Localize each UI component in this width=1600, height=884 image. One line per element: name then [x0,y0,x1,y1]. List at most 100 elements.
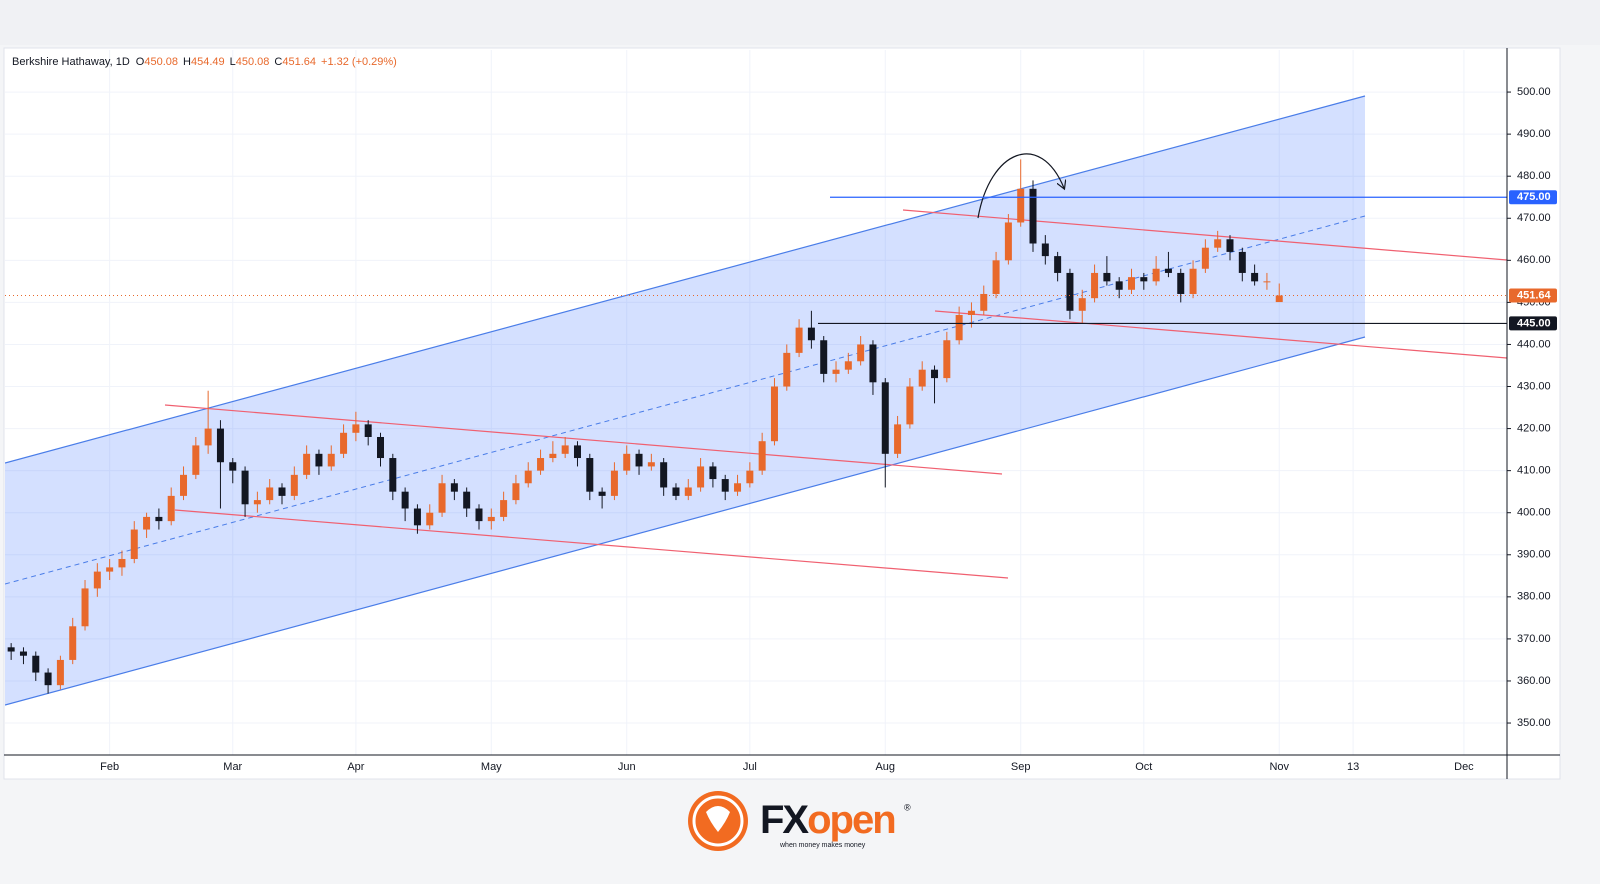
candle-body [1066,272,1074,311]
candle-body [1251,272,1259,282]
candle-body [1189,268,1197,294]
candle-body [610,470,618,496]
candle-body [426,512,434,526]
y-tick-label: 400.00 [1517,507,1551,519]
candle-body [180,474,188,496]
candle-body [1177,272,1185,294]
candle-body [881,382,889,454]
x-tick-label: Apr [347,761,364,773]
l-label: L [230,56,236,68]
last-price-box [1509,288,1557,303]
candle-body [192,445,200,475]
candle-body [241,470,249,505]
x-tick-label: May [481,761,502,773]
candle-body [955,315,963,341]
candle-body [795,327,803,353]
candle-body [1152,268,1160,282]
candle-body [918,369,926,387]
logo-bull [706,806,730,832]
x-tick-label: Oct [1135,761,1152,773]
candle-body [216,428,224,463]
candle-body [266,487,274,501]
candle-body [1103,272,1111,282]
c-value: 451.64 [282,56,316,68]
candle-body [684,487,692,496]
candle-body [512,483,520,501]
candle-body [253,500,261,505]
candle-body [1275,295,1283,303]
candle-body [721,479,729,492]
x-tick-label: Jul [743,761,757,773]
candle-body [697,466,705,488]
candle-body [438,483,446,513]
candle-body [19,651,27,656]
candle-body [389,458,397,492]
candle-body [1226,239,1234,252]
candle-body [943,340,951,379]
x-tick-label: Aug [875,761,895,773]
candle-body [758,441,766,471]
h-label: H [183,56,191,68]
candle-body [1078,298,1086,311]
candle-body [463,491,471,509]
legend-header: Berkshire Hathaway, 1D O450.08 H454.49 L450… [12,56,397,68]
candle-body [69,626,77,660]
candle-body [820,340,828,374]
candle-body [1214,239,1222,248]
candle-body [967,310,975,316]
candle-body [537,458,545,471]
level-label: 445.00 [1517,317,1551,329]
candle-body [561,445,569,454]
c-label: C [274,56,282,68]
candle-body [167,495,175,522]
candle-body [377,436,384,459]
candle-body [906,386,914,425]
candle-body [709,466,717,480]
candle-body [1115,281,1123,290]
candle-body [1004,222,1012,261]
candle-body [549,453,557,459]
candle-body [807,327,815,341]
candle-body [524,470,532,484]
red-trendline [902,209,1507,261]
level-label-box [1509,190,1557,205]
candle-body [1128,277,1135,290]
candle-body [56,659,64,686]
h-value: 454.49 [191,56,225,68]
candle-body [155,516,163,522]
x-tick-label: Nov [1269,761,1289,773]
x-tick-label: Sep [1011,761,1031,773]
channel-mid [5,215,1366,585]
x-tick-label: Dec [1454,761,1474,773]
y-tick-label: 470.00 [1517,212,1551,224]
y-tick-label: 380.00 [1517,591,1551,603]
y-tick-label: 360.00 [1517,675,1551,687]
candle-body [229,462,237,471]
candle-body [130,529,138,559]
channel-upper [5,95,1366,464]
candle-body [450,483,458,492]
candle-body [734,483,742,492]
candle-body [1029,188,1037,244]
y-tick-label: 350.00 [1517,717,1551,729]
drawings [5,95,1507,706]
candle-body [1238,251,1246,273]
y-tick-label: 440.00 [1517,338,1551,350]
candle-body [204,428,212,446]
brand-fx: FX [760,798,809,842]
candle-body [857,344,865,362]
brand-open: open [807,798,895,842]
candle-body [992,260,1000,294]
logo-ring [692,795,744,847]
candle-body [894,424,902,454]
y-tick-label: 430.00 [1517,380,1551,392]
red-trendline [934,310,1507,359]
y-tick-label: 460.00 [1517,254,1551,266]
candle-body [672,487,680,496]
candle-body [32,655,40,673]
candle-body [783,352,791,387]
level-label: 475.00 [1517,191,1551,203]
y-tick-label: 390.00 [1517,549,1551,561]
candle-body [290,474,298,496]
